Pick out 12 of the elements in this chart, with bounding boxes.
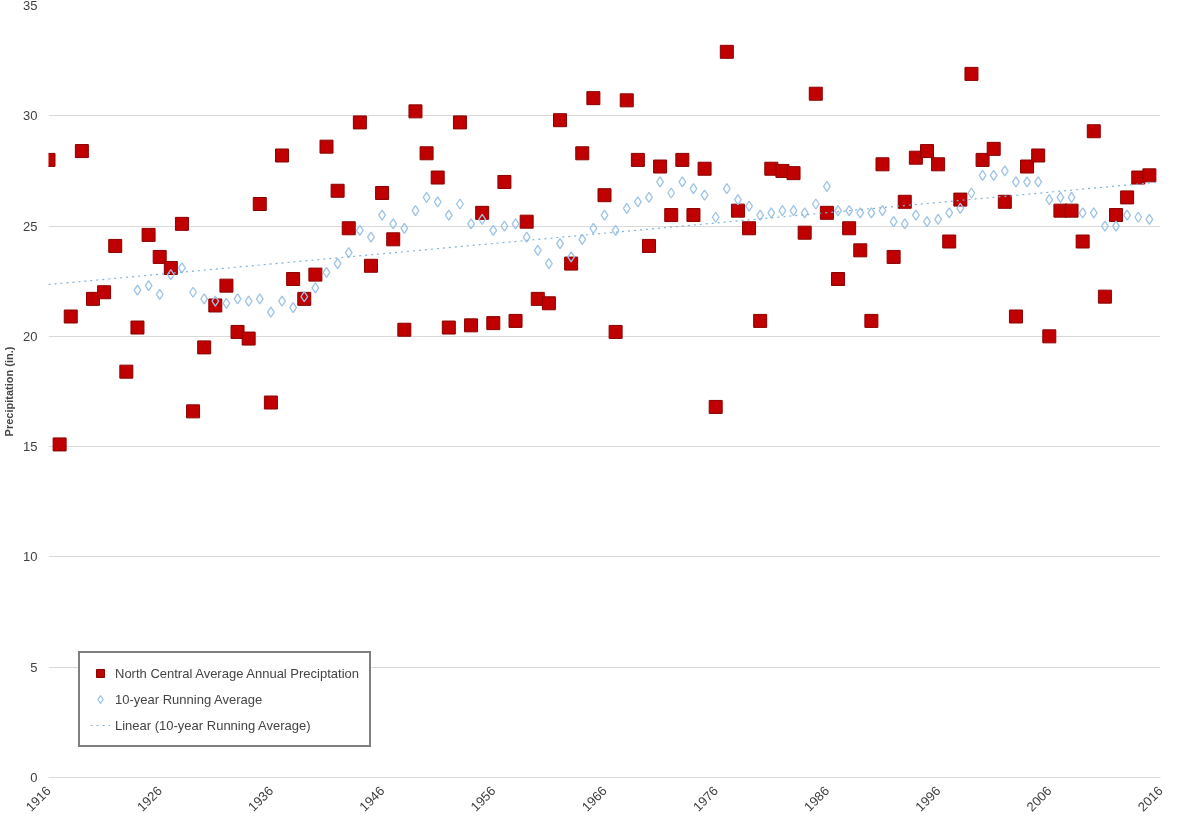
- y-tick-label: 20: [23, 328, 38, 344]
- y-tick-label: 30: [23, 108, 38, 124]
- y-tick-label: 35: [23, 0, 38, 13]
- y-tick-label: 10: [23, 549, 38, 565]
- legend-label: North Central Average Annual Preciptation: [115, 665, 360, 681]
- y-tick-label: 5: [30, 659, 38, 675]
- y-tick-label: 25: [23, 218, 38, 234]
- y-tick-label: 15: [23, 439, 38, 455]
- legend-label: 10-year Running Average: [115, 691, 263, 707]
- y-axis-title: Precipitation (in.): [3, 346, 16, 437]
- legend-label: Linear (10-year Running Average): [115, 717, 311, 733]
- y-tick-label: 0: [30, 770, 38, 785]
